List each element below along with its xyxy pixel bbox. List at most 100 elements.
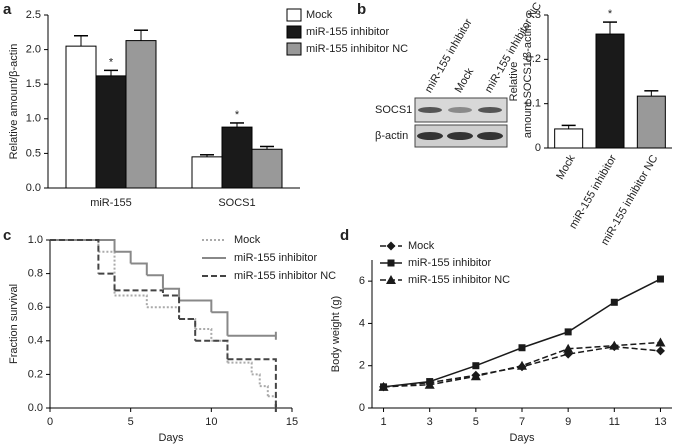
x-tick-label: 5: [473, 416, 479, 428]
survival-step: [259, 385, 269, 397]
panel-label: c: [3, 227, 11, 244]
x-axis-label: Days: [158, 432, 184, 444]
y-axis-label: Relative: [508, 62, 520, 102]
error-bar: [74, 35, 88, 47]
marker: [518, 344, 526, 352]
legend-swatch: [286, 8, 302, 22]
survival-step: [195, 339, 229, 360]
bar: [95, 75, 127, 189]
legend-label: Mock: [234, 234, 261, 246]
marker: [563, 343, 574, 353]
x-tick-label: 1: [380, 416, 386, 428]
error-bar: [561, 124, 576, 129]
legend-swatch: [286, 42, 302, 56]
survival-step: [251, 373, 261, 387]
survival-step: [114, 250, 132, 264]
x-tick-label: 0: [47, 416, 53, 428]
x-tick-label: 10: [205, 416, 217, 428]
blot-row-label: β-actin: [375, 130, 408, 142]
marker: [470, 371, 481, 381]
error-bar: [200, 154, 214, 157]
survival-step: [114, 294, 148, 308]
error-bar: [230, 122, 244, 128]
blot-band: [478, 107, 502, 113]
y-tick-label: 2.5: [26, 9, 41, 21]
marker: [656, 275, 664, 283]
marker: [609, 340, 620, 350]
legend-label: miR-155 inhibitor NC: [234, 270, 336, 282]
x-tick-label: Mock: [554, 153, 578, 182]
marker: [610, 298, 618, 306]
survival-step: [50, 239, 100, 274]
y-tick-label: 0.2: [526, 53, 541, 65]
legend-label: miR-155 inhibitor NC: [306, 43, 408, 55]
bar: [251, 148, 283, 189]
marker: [517, 360, 527, 370]
legend-swatch: [286, 25, 302, 39]
marker: [655, 346, 665, 356]
y-tick-label: 0: [535, 142, 541, 154]
legend-label: miR-155 inhibitor: [234, 252, 317, 264]
panel-label: a: [3, 1, 12, 18]
survival-step: [195, 328, 213, 341]
survival-step: [267, 395, 277, 408]
y-tick-label: 0.5: [26, 147, 41, 159]
x-tick-label: 9: [565, 416, 571, 428]
y-tick-label: 0.6: [28, 301, 43, 313]
x-tick-label: miR-155: [90, 197, 132, 209]
significance: *: [235, 109, 240, 121]
x-tick-label: 11: [609, 416, 620, 428]
survival-step: [146, 306, 181, 319]
legend-label: Mock: [306, 9, 333, 21]
x-tick-label: SOCS1: [218, 197, 255, 209]
survival-step: [179, 317, 197, 330]
survival-step: [50, 239, 100, 252]
y-tick-label: 1.0: [26, 113, 41, 125]
legend-label: Mock: [408, 240, 435, 252]
bar: [125, 40, 157, 189]
bar: [65, 45, 97, 189]
marker: [655, 337, 666, 347]
y-tick-label: 0.2: [28, 368, 43, 380]
x-tick-label: 15: [286, 416, 298, 428]
y-tick-label: 0.0: [28, 402, 43, 414]
y-tick-label: 0.8: [28, 268, 43, 280]
survival-step: [179, 317, 197, 341]
y-tick-label: 0.4: [28, 335, 43, 347]
y-tick-label: 0.0: [26, 182, 41, 194]
significance: *: [608, 8, 613, 20]
legend-label: miR-155 inhibitor NC: [408, 274, 510, 286]
panel-label: d: [340, 227, 349, 244]
error-bar: [603, 21, 617, 35]
marker: [564, 328, 572, 336]
y-tick-label: 2.0: [26, 44, 41, 56]
x-tick-label: 5: [128, 416, 134, 428]
panel-label: b: [357, 1, 366, 18]
bar: [191, 156, 223, 189]
y-tick-label: 1.0: [28, 234, 43, 246]
x-axis-label: Days: [509, 432, 535, 444]
error-bar: [260, 145, 274, 150]
survival-step: [130, 262, 148, 276]
x-tick-label: 7: [519, 416, 525, 428]
survival-step: [146, 274, 164, 289]
blot-row-label: SOCS1: [375, 104, 412, 116]
y-tick-label: 0.1: [526, 98, 541, 110]
survival-step: [162, 287, 181, 301]
y-axis-label: Relative amount/β-actin: [8, 44, 20, 160]
y-tick-label: 0.3: [526, 9, 541, 21]
bar: [595, 33, 625, 149]
survival-step: [50, 239, 116, 252]
bar: [554, 128, 584, 149]
error-bar: [104, 69, 118, 76]
legend-label: miR-155 inhibitor: [306, 26, 389, 38]
bar: [221, 126, 253, 189]
legend-marker: [386, 275, 396, 284]
marker: [472, 362, 480, 370]
survival-step: [211, 339, 229, 363]
survival-step: [227, 361, 253, 375]
x-tick-label: 3: [427, 416, 433, 428]
legend-marker: [387, 259, 395, 267]
survival-step: [211, 311, 229, 336]
